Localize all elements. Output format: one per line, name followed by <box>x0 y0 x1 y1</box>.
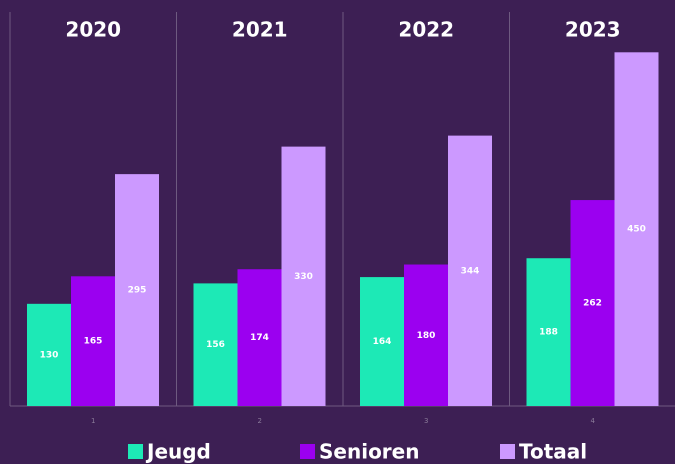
legend-swatch <box>500 444 515 459</box>
data-label: 344 <box>461 266 480 276</box>
x-tick-label: 1 <box>91 417 95 425</box>
data-label: 262 <box>583 299 602 309</box>
x-tick-label: 2 <box>258 417 262 425</box>
bar <box>448 135 492 406</box>
bar <box>27 303 71 406</box>
panel-title: 2021 <box>232 18 288 42</box>
data-label: 295 <box>128 286 147 296</box>
x-tick-label: 4 <box>591 417 596 425</box>
bar <box>281 146 326 406</box>
data-label: 174 <box>250 333 269 343</box>
panel-title: 2023 <box>565 18 621 42</box>
bar <box>526 258 571 406</box>
data-label: 180 <box>417 331 436 341</box>
bar <box>614 52 659 407</box>
bar <box>404 264 448 406</box>
data-label: 165 <box>84 337 103 347</box>
data-label: 450 <box>627 225 646 235</box>
data-label: 164 <box>373 337 392 347</box>
data-label: 330 <box>294 272 313 282</box>
legend-label: Senioren <box>319 440 419 464</box>
x-tick-label: 3 <box>424 417 428 425</box>
panel-title: 2020 <box>65 18 121 42</box>
legend-label: Totaal <box>519 440 587 464</box>
data-label: 156 <box>206 340 225 350</box>
panel-title: 2022 <box>398 18 454 42</box>
bar <box>570 200 615 406</box>
data-label: 130 <box>40 350 59 360</box>
bar <box>115 174 159 406</box>
data-label: 188 <box>539 328 558 338</box>
legend-swatch <box>128 444 143 459</box>
bar <box>360 277 404 406</box>
legend-label: Jeugd <box>145 440 211 464</box>
legend-swatch <box>300 444 315 459</box>
bar <box>193 283 238 406</box>
bar <box>237 269 282 406</box>
bar <box>71 276 115 406</box>
